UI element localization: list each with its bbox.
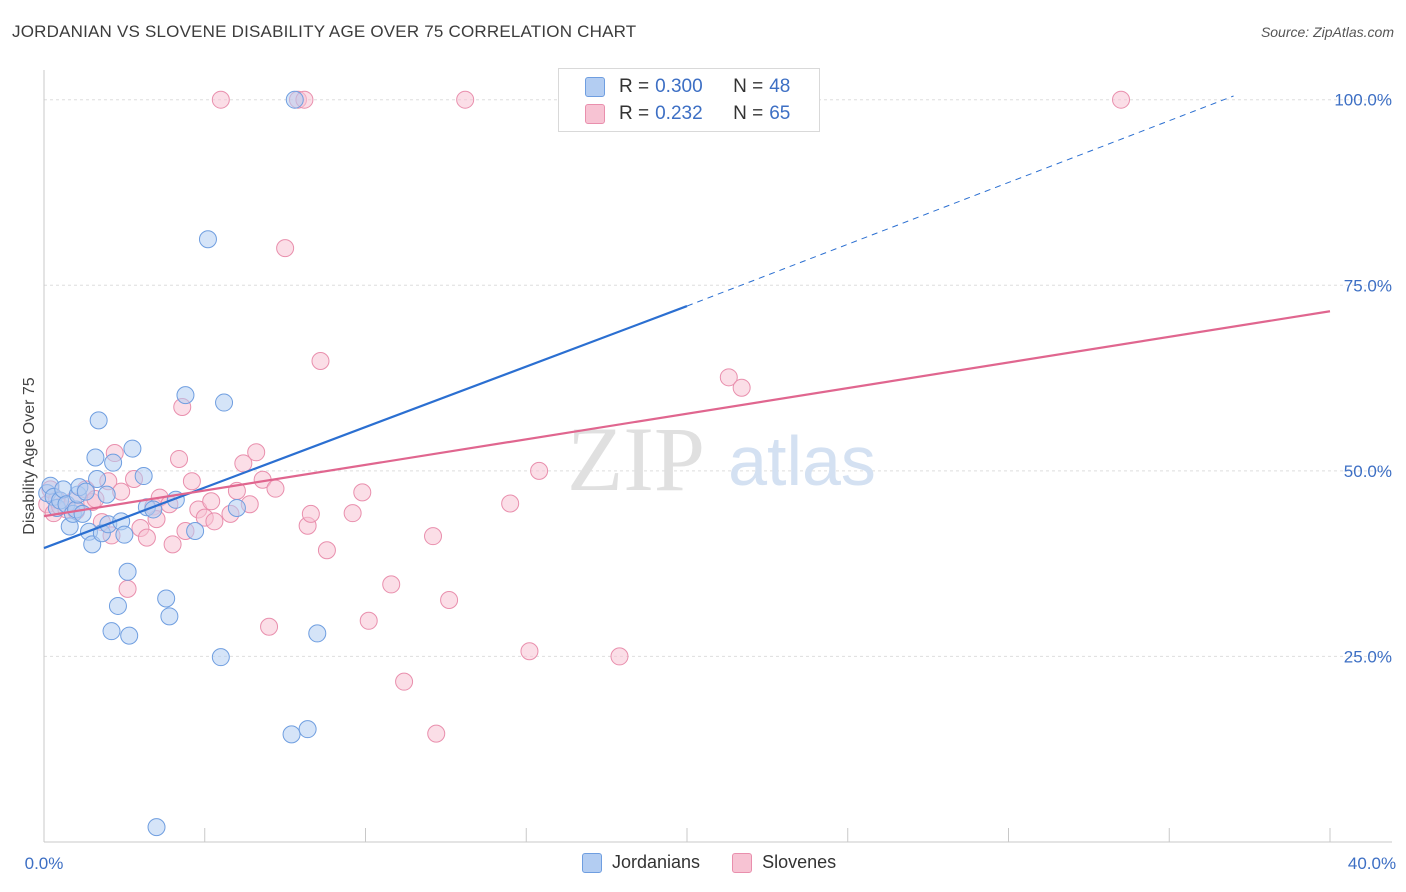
- jordanians-trend-extension: [686, 95, 1234, 307]
- jordanian-point: [120, 626, 139, 645]
- x-tick-label: 0.0%: [25, 854, 64, 873]
- y-tick-label: 50.0%: [1344, 462, 1392, 481]
- legend-n-value: 65: [769, 103, 791, 124]
- source-label: Source: ZipAtlas.com: [1260, 24, 1394, 40]
- legend-r-value: 0.300: [655, 76, 703, 97]
- slovene-point: [353, 483, 372, 502]
- jordanian-point: [285, 90, 304, 109]
- legend-n-value: 48: [769, 76, 791, 97]
- legend-swatch-pink: [585, 104, 605, 124]
- jordanian-point: [86, 448, 105, 467]
- watermark: ZIP atlas: [567, 408, 876, 510]
- slovene-point: [182, 472, 201, 491]
- jordanian-point: [118, 562, 137, 581]
- slovene-point: [311, 351, 330, 370]
- y-tick-label: 100.0%: [1334, 91, 1392, 110]
- slovene-point: [202, 492, 221, 511]
- slovene-point: [211, 90, 230, 109]
- slovene-point: [610, 647, 629, 666]
- chart-title: JORDANIAN VS SLOVENE DISABILITY AGE OVER…: [12, 22, 637, 41]
- legend-label-slovenes: Slovenes: [762, 852, 837, 872]
- jordanian-point: [88, 470, 107, 489]
- watermark-zip: ZIP: [567, 408, 705, 510]
- slovene-point: [424, 527, 443, 546]
- jordanian-point: [134, 467, 153, 486]
- jordanian-point: [115, 525, 134, 544]
- y-tick-label: 25.0%: [1344, 647, 1392, 666]
- slovene-point: [317, 541, 336, 560]
- y-tick-label: 75.0%: [1344, 276, 1392, 295]
- jordanian-point: [282, 725, 301, 744]
- jordanian-point: [215, 393, 234, 412]
- legend-n-label: N =: [733, 103, 764, 124]
- axes: [43, 70, 1392, 843]
- slovene-point: [501, 494, 520, 513]
- jordanian-point: [104, 453, 123, 472]
- slovene-point: [301, 504, 320, 523]
- x-tick-label: 40.0%: [1348, 854, 1396, 873]
- slovene-point: [1112, 90, 1131, 109]
- slovene-point: [427, 724, 446, 743]
- slovene-point: [732, 378, 751, 397]
- slovene-point: [112, 482, 131, 501]
- slovene-point: [276, 239, 295, 258]
- jordanians-trend-line: [43, 305, 688, 550]
- slovene-point: [260, 617, 279, 636]
- jordanian-point: [160, 607, 179, 626]
- slovene-point: [205, 512, 224, 531]
- jordanians-points: [38, 90, 651, 837]
- swatch-jordanians: [582, 852, 602, 873]
- slovene-point: [530, 461, 549, 480]
- legend-n-label: N =: [733, 76, 764, 97]
- slovene-point: [247, 443, 266, 462]
- correlation-legend: R = 0.300 N = 48 R = 0.232 N = 65: [558, 68, 820, 132]
- slovene-point: [343, 504, 362, 523]
- slovene-point: [359, 611, 378, 630]
- slovene-point: [456, 90, 475, 109]
- jordanian-point: [97, 485, 116, 504]
- slovene-point: [520, 642, 539, 661]
- slovene-point: [118, 579, 137, 598]
- legend-r-label: R =: [619, 76, 650, 97]
- swatch-slovenes: [732, 852, 753, 873]
- legend-item-jordanians: Jordanians: [582, 852, 700, 873]
- slovene-point: [170, 449, 189, 468]
- jordanian-point: [176, 386, 195, 405]
- jordanian-point: [147, 818, 166, 837]
- slovene-point: [163, 535, 182, 554]
- slovene-point: [137, 528, 156, 547]
- jordanian-point: [157, 589, 176, 608]
- watermark-atlas: atlas: [728, 422, 876, 500]
- legend-r-label: R =: [619, 103, 650, 124]
- legend-item-slovenes: Slovenes: [732, 852, 836, 873]
- jordanian-point: [186, 521, 205, 540]
- jordanian-point: [102, 622, 121, 641]
- series-legend: Jordanians Slovenes: [582, 852, 868, 873]
- jordanian-point: [89, 411, 108, 430]
- grid-lines: [44, 99, 1392, 657]
- legend-row-slovenes: R = 0.232 N = 65: [585, 102, 790, 126]
- slovene-point: [719, 368, 738, 387]
- legend-swatch-blue: [585, 77, 605, 97]
- legend-r-value: 0.232: [655, 103, 703, 124]
- slovene-point: [440, 591, 459, 610]
- jordanian-point: [298, 720, 317, 739]
- slovene-point: [382, 575, 401, 594]
- jordanian-point: [308, 624, 327, 643]
- slovene-point: [266, 479, 285, 498]
- jordanian-point: [227, 498, 246, 517]
- jordanian-point: [123, 439, 142, 458]
- trend-lines: [43, 95, 1331, 550]
- y-axis-title: Disability Age Over 75: [21, 377, 38, 535]
- legend-row-jordanians: R = 0.300 N = 48: [585, 75, 790, 99]
- slovene-point: [395, 672, 414, 691]
- jordanian-point: [211, 648, 230, 667]
- axis-labels: 25.0% 50.0% 75.0% 100.0% 0.0% 40.0% Disability…: [21, 91, 1396, 873]
- legend-label-jordanians: Jordanians: [612, 852, 701, 872]
- jordanian-point: [108, 596, 127, 615]
- slovenes-trend-line: [43, 310, 1331, 518]
- jordanian-point: [198, 230, 217, 249]
- jordanian-point: [76, 482, 95, 501]
